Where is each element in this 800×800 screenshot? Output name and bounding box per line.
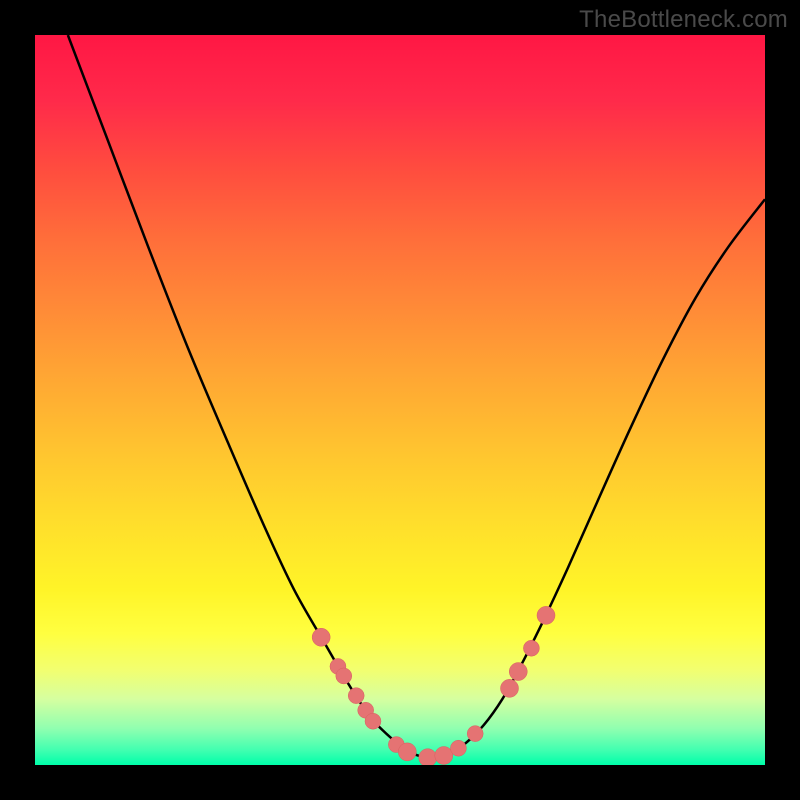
bottleneck-curve-layer xyxy=(35,35,765,765)
marker-dot xyxy=(419,749,437,765)
plot-area xyxy=(35,35,765,765)
marker-dot xyxy=(348,688,364,704)
marker-dot xyxy=(509,663,527,681)
marker-dot xyxy=(523,640,539,656)
marker-dot xyxy=(336,668,352,684)
marker-dot xyxy=(398,743,416,761)
bottleneck-curve xyxy=(68,35,765,758)
marker-dot xyxy=(450,740,466,756)
marker-dot xyxy=(365,713,381,729)
marker-dot xyxy=(312,628,330,646)
marker-dot xyxy=(467,726,483,742)
watermark-label: TheBottleneck.com xyxy=(579,6,788,34)
marker-dot xyxy=(435,747,453,765)
marker-dot xyxy=(537,606,555,624)
marker-dot xyxy=(501,679,519,697)
